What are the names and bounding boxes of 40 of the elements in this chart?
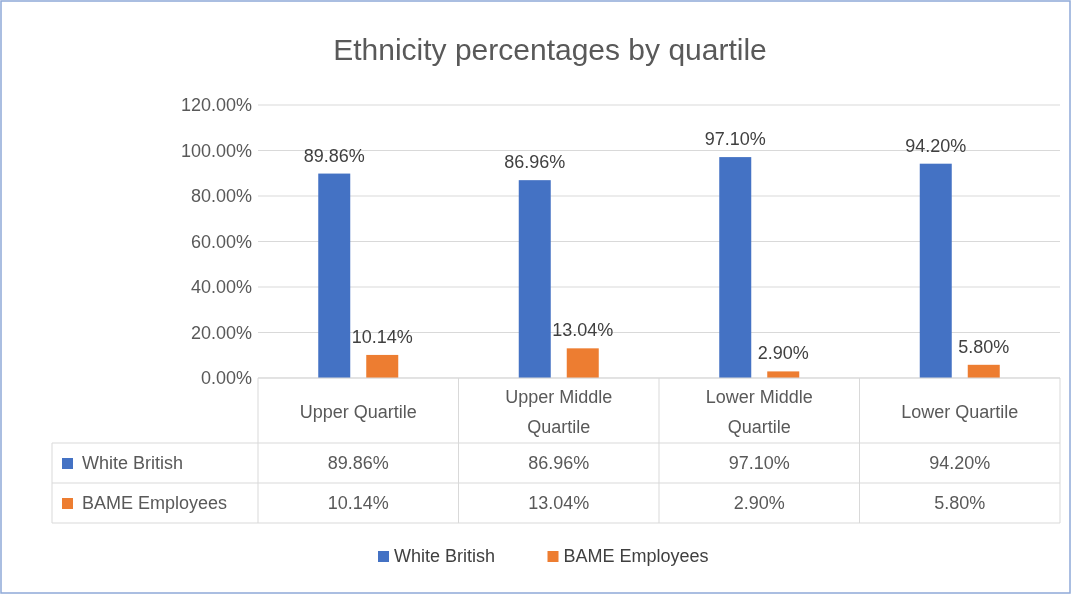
- text: 13.04%: [552, 320, 614, 341]
- x-tick-label: Upper Quartile: [299, 401, 417, 422]
- text: White British: [394, 546, 496, 566]
- data-label: 5.80%: [934, 493, 986, 513]
- x-tick-label: Upper Middle Quartile: [505, 386, 613, 437]
- y-tick-label: 20.00%: [190, 322, 252, 343]
- bar: [318, 173, 351, 378]
- bar: [518, 180, 551, 378]
- y-tick-label: 0.00%: [200, 368, 252, 388]
- text: 10.14%: [351, 326, 413, 347]
- data-label: 94.20%: [929, 453, 991, 473]
- y-tick-label: 40.00%: [190, 277, 252, 297]
- data-label: 86.96%: [528, 453, 590, 473]
- legend-label: White British: [82, 453, 184, 473]
- text: 89.86%: [303, 145, 365, 166]
- bar: [967, 364, 1000, 378]
- x-tick-label: Lower Middle Quartile: [705, 386, 813, 437]
- data-label: 97.10%: [728, 453, 790, 473]
- data-label: 10.14%: [327, 493, 389, 513]
- legend-label: BAME Employees: [563, 546, 709, 566]
- chart-title: Ethnicity percentages by quartile: [333, 33, 767, 66]
- data-label: 2.90%: [733, 493, 785, 513]
- y-tick-label: 80.00%: [190, 186, 252, 206]
- bar: [566, 348, 599, 378]
- text: 94.20%: [905, 135, 967, 156]
- text: 5.80%: [958, 336, 1010, 357]
- bar: [719, 157, 752, 378]
- y-tick-label: 60.00%: [190, 231, 252, 252]
- text: 2.90%: [757, 343, 809, 364]
- bar: [366, 354, 399, 378]
- text: 97.10%: [704, 129, 766, 150]
- data-label: 13.04%: [528, 493, 590, 513]
- text: 86.96%: [504, 152, 566, 173]
- data-label: 89.86%: [327, 453, 389, 473]
- bar: [767, 371, 800, 378]
- text: BAME Employees: [82, 493, 228, 513]
- y-tick-label: 100.00%: [180, 140, 252, 161]
- bar: [919, 163, 952, 378]
- y-tick-label: 120.00%: [180, 95, 252, 115]
- x-tick-label: Lower Quartile: [901, 401, 1019, 422]
